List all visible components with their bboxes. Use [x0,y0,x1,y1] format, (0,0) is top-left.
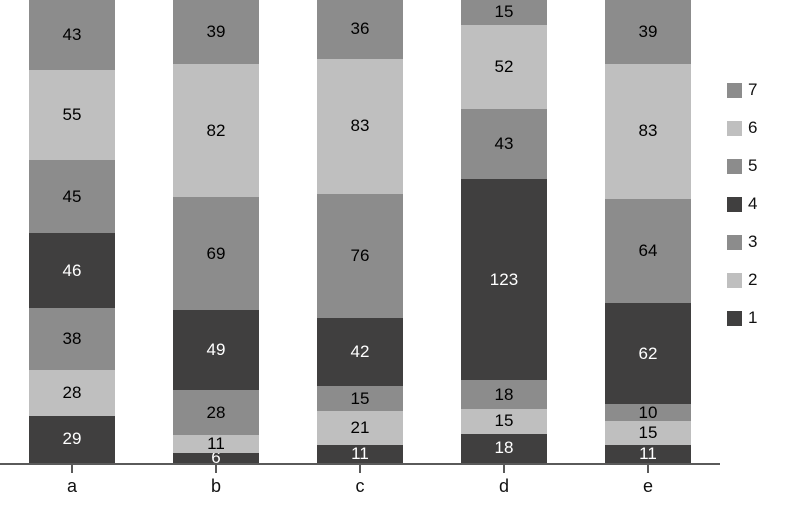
plot-area: 4355454638282939826949281163683764215211… [0,0,720,465]
legend: 7 6 5 4 3 2 1 [727,80,799,346]
legend-label-2: 2 [748,270,757,290]
stack-e: 39836462101511 [605,0,691,463]
legend-swatch-2 [727,273,742,288]
legend-item-1: 1 [727,308,799,328]
segment-e-5: 64 [605,199,691,303]
legend-swatch-4 [727,197,742,212]
segment-a-5: 45 [29,160,115,233]
segment-e-2: 15 [605,421,691,445]
segment-b-2: 11 [173,435,259,453]
legend-item-3: 3 [727,232,799,252]
segment-d-2: 15 [461,409,547,433]
segment-a-1: 29 [29,416,115,463]
x-label-a: a [0,470,144,505]
segment-b-1: 6 [173,453,259,463]
segment-e-6: 83 [605,64,691,199]
legend-swatch-1 [727,311,742,326]
segment-d-3: 18 [461,380,547,409]
segment-e-7: 39 [605,0,691,64]
legend-item-5: 5 [727,156,799,176]
segment-d-5: 43 [461,109,547,179]
legend-label-4: 4 [748,194,757,214]
legend-label-7: 7 [748,80,757,100]
stack-c: 36837642152111 [317,0,403,463]
segment-c-5: 76 [317,194,403,318]
columns-container: 4355454638282939826949281163683764215211… [0,0,720,463]
legend-swatch-3 [727,235,742,250]
legend-item-2: 2 [727,270,799,290]
segment-b-3: 28 [173,390,259,436]
segment-b-7: 39 [173,0,259,64]
segment-d-6: 52 [461,25,547,110]
legend-label-1: 1 [748,308,757,328]
column-d: 155243123181518 [432,0,576,463]
legend-label-3: 3 [748,232,757,252]
segment-b-4: 49 [173,310,259,390]
legend-item-7: 7 [727,80,799,100]
stack-b: 3982694928116 [173,0,259,463]
segment-c-2: 21 [317,411,403,445]
column-a: 43554546382829 [0,0,144,463]
column-c: 36837642152111 [288,0,432,463]
x-label-d: d [432,470,576,505]
x-label-b: b [144,470,288,505]
segment-d-4: 123 [461,179,547,379]
segment-e-3: 10 [605,404,691,420]
x-axis-labels: abcde [0,470,720,505]
legend-swatch-7 [727,83,742,98]
legend-swatch-6 [727,121,742,136]
stack-a: 43554546382829 [29,0,115,463]
segment-a-7: 43 [29,0,115,70]
x-label-e: e [576,470,720,505]
segment-d-7: 15 [461,0,547,24]
segment-a-6: 55 [29,70,115,160]
x-label-c: c [288,470,432,505]
segment-c-6: 83 [317,59,403,194]
column-e: 39836462101511 [576,0,720,463]
segment-d-1: 18 [461,434,547,463]
segment-c-7: 36 [317,0,403,59]
legend-label-6: 6 [748,118,757,138]
legend-item-4: 4 [727,194,799,214]
legend-swatch-5 [727,159,742,174]
segment-a-2: 28 [29,370,115,416]
segment-a-3: 38 [29,308,115,370]
segment-a-4: 46 [29,233,115,308]
legend-label-5: 5 [748,156,757,176]
legend-item-6: 6 [727,118,799,138]
stack-d: 155243123181518 [461,0,547,463]
segment-e-4: 62 [605,303,691,404]
segment-b-5: 69 [173,197,259,309]
stacked-bar-chart: { "chart": { "type": "stacked-bar", "bac… [0,0,799,507]
segment-c-4: 42 [317,318,403,386]
column-b: 3982694928116 [144,0,288,463]
segment-e-1: 11 [605,445,691,463]
segment-b-6: 82 [173,64,259,198]
segment-c-3: 15 [317,386,403,410]
segment-c-1: 11 [317,445,403,463]
